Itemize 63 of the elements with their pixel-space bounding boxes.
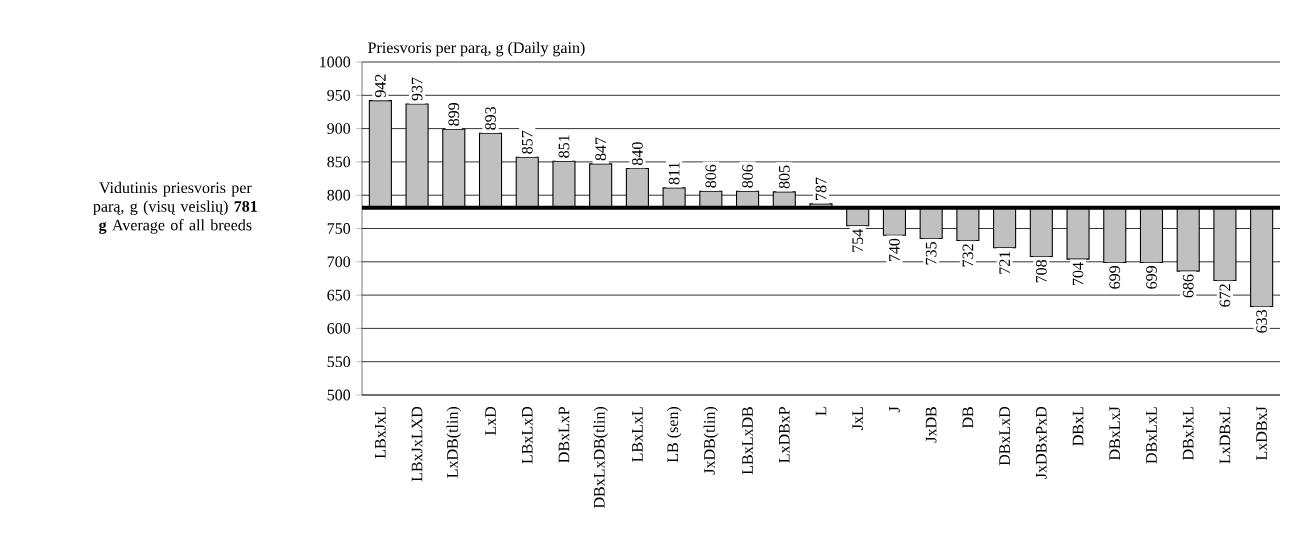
x-tick-label: JxDB [925,407,937,443]
y-tick-label: 900 [327,123,351,134]
y-tick-label: 600 [327,323,351,334]
x-tick-label: J [889,406,900,413]
data-label: 840 [632,142,643,166]
x-tick-label: LBxJxL [375,407,386,459]
y-tick-label: 650 [327,289,351,301]
x-tick-label: LxDBxJ [1256,406,1267,461]
x-tick-label: JxDBxPxD [1036,406,1047,479]
y-tick-label: 850 [327,156,351,168]
x-tick-label: LxDBxL [1219,407,1231,464]
x-tick-label: DBxLxL [1146,407,1157,464]
x-tick-label: LBxLxD [521,406,533,464]
data-label: 899 [448,102,460,126]
x-tick-label: DBxJxL [1182,407,1194,461]
data-label: 857 [521,130,533,154]
data-label: 740 [889,238,900,262]
data-label: 806 [705,164,717,188]
data-label: 732 [962,244,974,267]
data-label: 847 [595,137,607,161]
data-label: 754 [852,229,864,252]
text: Vidutinis priesvoris per parą, g (visų veislių) 781 g Average of all breeds [93,181,257,234]
x-tick-label: DBxL [1072,407,1084,446]
x-tick-label: DBxLxJ [1109,406,1121,461]
data-label: 787 [815,177,827,200]
x-tick-label: DBxLxD [999,406,1010,466]
data-label: 708 [1035,260,1047,283]
x-tick-label: DB [962,407,974,429]
data-label: 699 [1146,266,1157,289]
y-tick-label: 1000 [320,56,351,68]
x-tick-label: LxDBxP [779,406,790,463]
x-tick-label: LxDB(tlin) [446,406,462,478]
data-label: 686 [1182,274,1194,298]
x-tick-label: LxD [485,406,496,436]
x-tick-label: LBxJxLXD [411,406,423,482]
x-tick-label: LB (sen) [666,406,682,463]
data-label: 721 [999,251,1010,274]
data-label: 942 [374,74,386,98]
data-label: 893 [485,106,496,130]
data-label: 805 [778,165,790,189]
x-tick-label: L [815,407,827,416]
y-tick-label: 700 [327,256,351,268]
x-tick-label: LBxLxL [632,407,643,462]
x-tick-label: JxL [852,407,864,430]
y-tick-label: 800 [327,189,351,201]
data-label: 699 [1109,266,1121,289]
y-tick-label: 500 [327,389,351,401]
data-label: 811 [668,162,680,185]
x-tick-label: LBxLxDB [742,407,753,475]
y-tick-label: 950 [327,89,351,101]
x-tick-label: DBxLxDB(tlin) [593,406,608,509]
data-label: 851 [558,135,570,158]
y-tick-label: 750 [327,223,351,234]
y-tick-label: 550 [327,356,351,368]
data-label: 806 [742,164,753,188]
data-label: 735 [925,242,937,265]
x-tick-label: JxDB(tlin) [703,406,719,475]
x-tick-label: DBxLxP [558,406,570,463]
data-label: 937 [411,77,423,101]
data-label: 633 [1256,309,1268,333]
data-label: 672 [1219,284,1231,307]
data-label: 704 [1072,262,1084,286]
y-axis-title: Priesvoris per parą, g (Daily gain) [368,41,585,57]
